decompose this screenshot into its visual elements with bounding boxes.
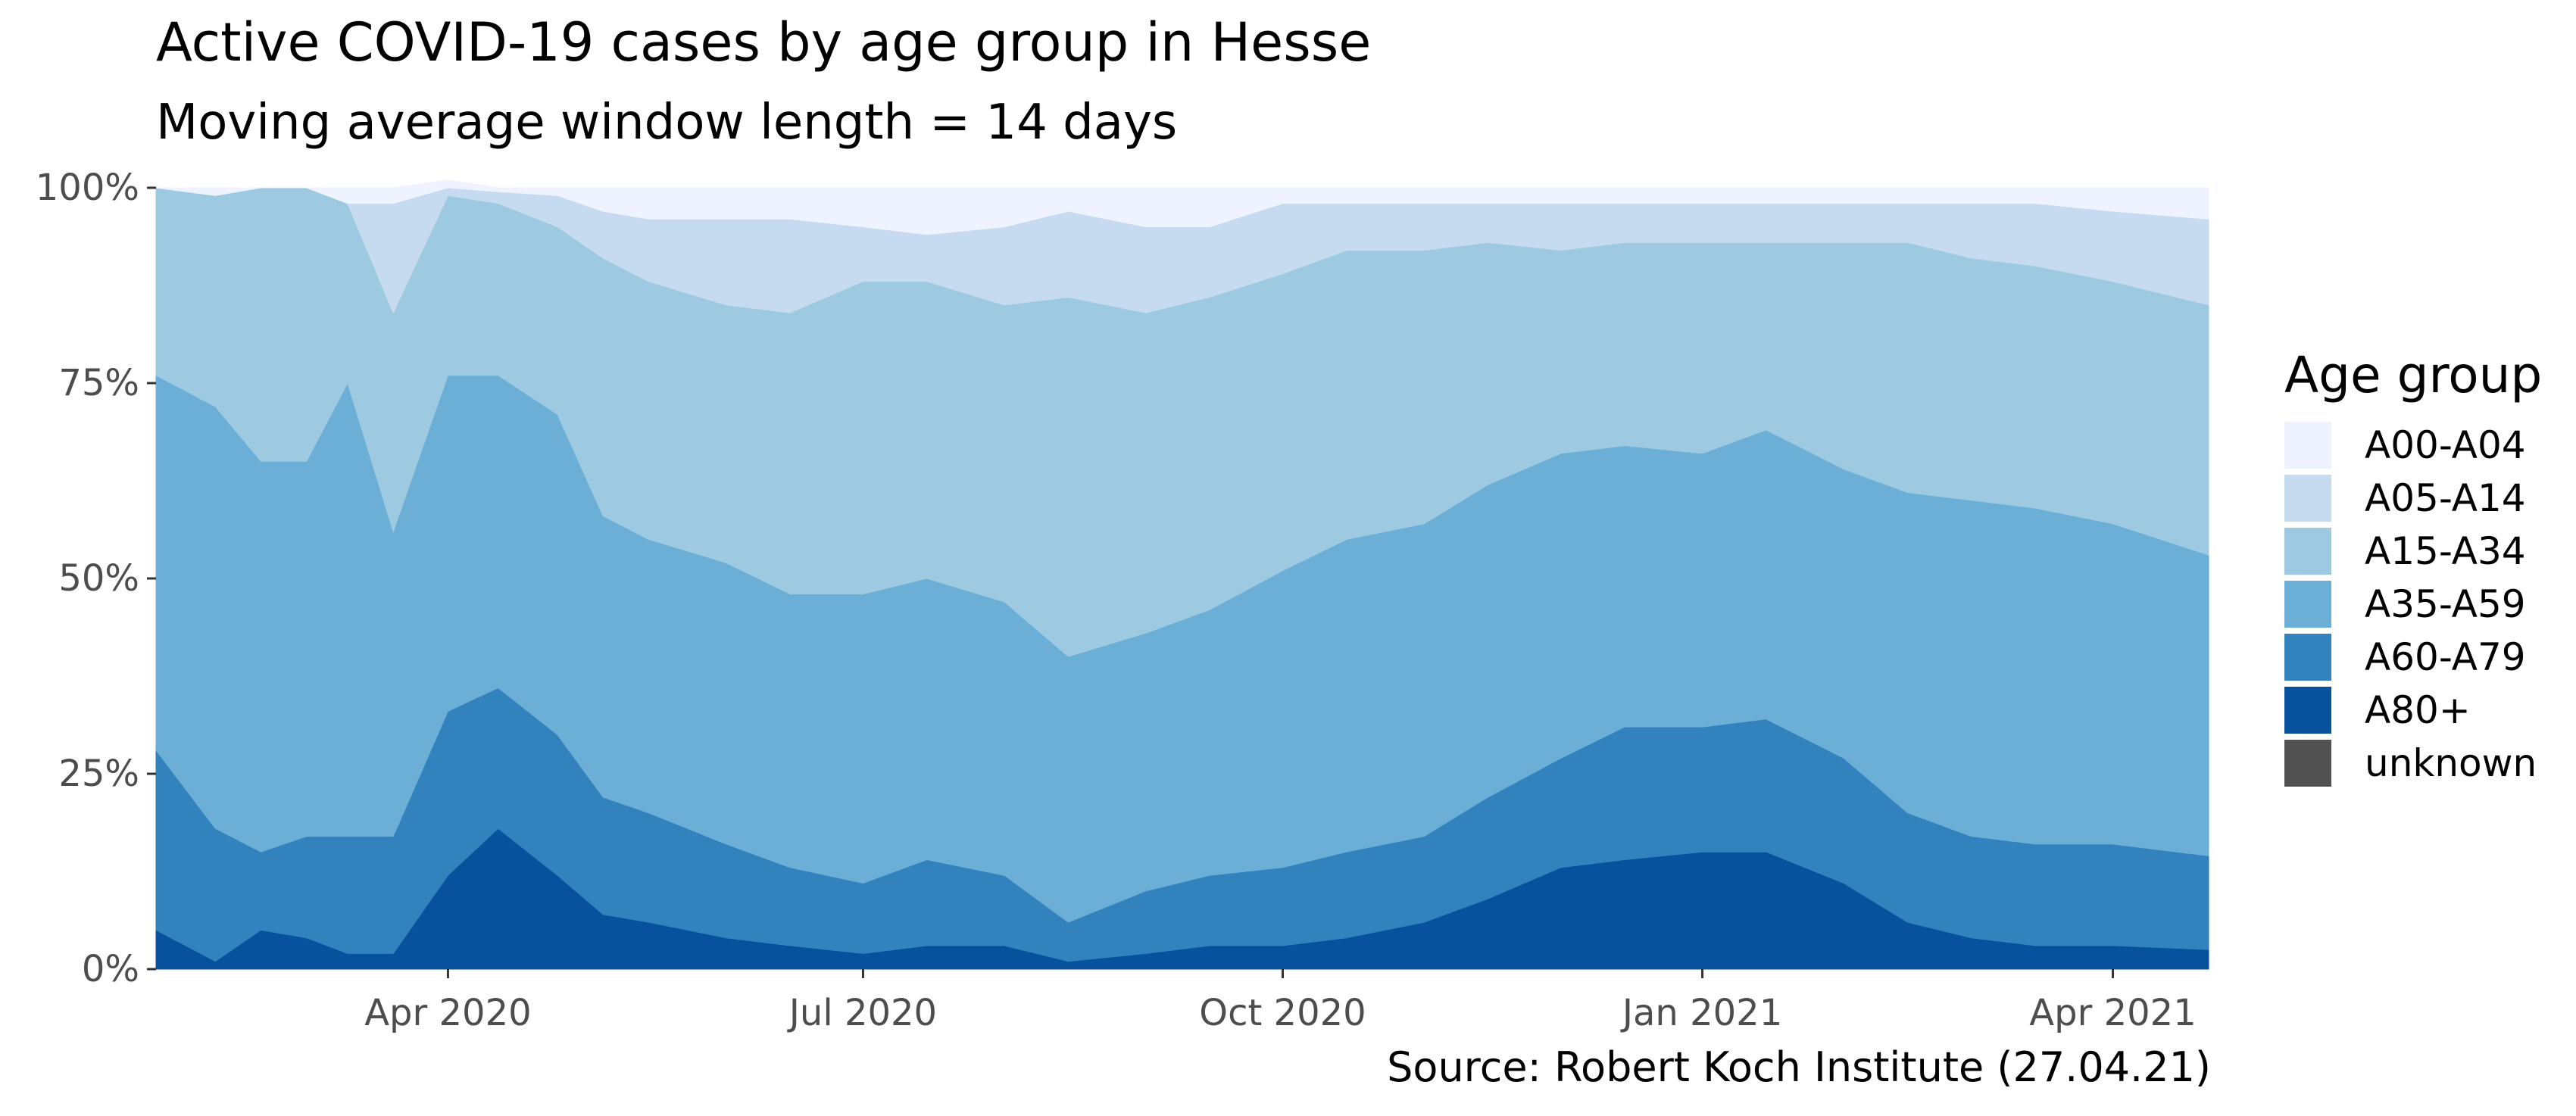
legend-key-a60-a79 bbox=[2284, 634, 2331, 681]
x-tick-label: Jul 2020 bbox=[787, 992, 937, 1034]
y-tick-label: 75% bbox=[58, 362, 139, 404]
chart-caption: Source: Robert Koch Institute (27.04.21) bbox=[1387, 1043, 2211, 1091]
x-tick-label: Jan 2021 bbox=[1620, 992, 1782, 1034]
x-tick-label: Apr 2020 bbox=[364, 992, 531, 1034]
legend: Age group A00-A04 A05-A14 A15-A34 A35-A59 A6… bbox=[2284, 345, 2542, 790]
x-axis: Apr 2020 Jul 2020 Oct 2020 Jan 2021 Apr 2021 bbox=[364, 969, 2197, 1034]
legend-item-a00-a04: A00-A04 bbox=[2284, 419, 2542, 472]
legend-label: unknown bbox=[2365, 741, 2537, 786]
legend-item-a05-a14: A05-A14 bbox=[2284, 472, 2542, 525]
chart-subtitle: Moving average window length = 14 days bbox=[156, 95, 1178, 151]
y-tick-label: 0% bbox=[82, 948, 139, 990]
x-tick-label: Apr 2021 bbox=[2029, 992, 2196, 1034]
area-a00-a04 bbox=[155, 179, 2209, 235]
legend-item-a15-a34: A15-A34 bbox=[2284, 525, 2542, 578]
legend-key-a00-a04 bbox=[2284, 422, 2331, 469]
legend-item-a60-a79: A60-A79 bbox=[2284, 631, 2542, 684]
legend-key-a35-a59 bbox=[2284, 581, 2331, 628]
legend-key-a05-a14 bbox=[2284, 475, 2331, 522]
legend-key-unknown bbox=[2284, 740, 2331, 787]
y-axis: 0% 25% 50% 75% 100% bbox=[36, 167, 156, 990]
area-layers bbox=[155, 179, 2209, 970]
legend-key-a15-a34 bbox=[2284, 528, 2331, 575]
legend-item-unknown: unknown bbox=[2284, 737, 2542, 790]
y-tick-label: 25% bbox=[58, 753, 139, 795]
x-tick-label: Oct 2020 bbox=[1199, 992, 1366, 1034]
legend-label: A60-A79 bbox=[2365, 635, 2526, 680]
legend-item-a35-a59: A35-A59 bbox=[2284, 578, 2542, 631]
legend-item-a80: A80+ bbox=[2284, 684, 2542, 737]
y-tick-label: 50% bbox=[58, 557, 139, 600]
legend-label: A05-A14 bbox=[2365, 476, 2526, 521]
legend-label: A80+ bbox=[2365, 688, 2471, 733]
legend-label: A35-A59 bbox=[2365, 582, 2526, 627]
y-tick-label: 100% bbox=[36, 167, 139, 209]
legend-key-a80 bbox=[2284, 687, 2331, 734]
legend-label: A15-A34 bbox=[2365, 529, 2526, 574]
legend-title: Age group bbox=[2284, 346, 2543, 404]
legend-items: A00-A04 A05-A14 A15-A34 A35-A59 A60-A79 A80+ u… bbox=[2284, 419, 2542, 790]
chart-title: Active COVID-19 cases by age group in He… bbox=[156, 11, 1372, 73]
legend-label: A00-A04 bbox=[2365, 423, 2526, 468]
